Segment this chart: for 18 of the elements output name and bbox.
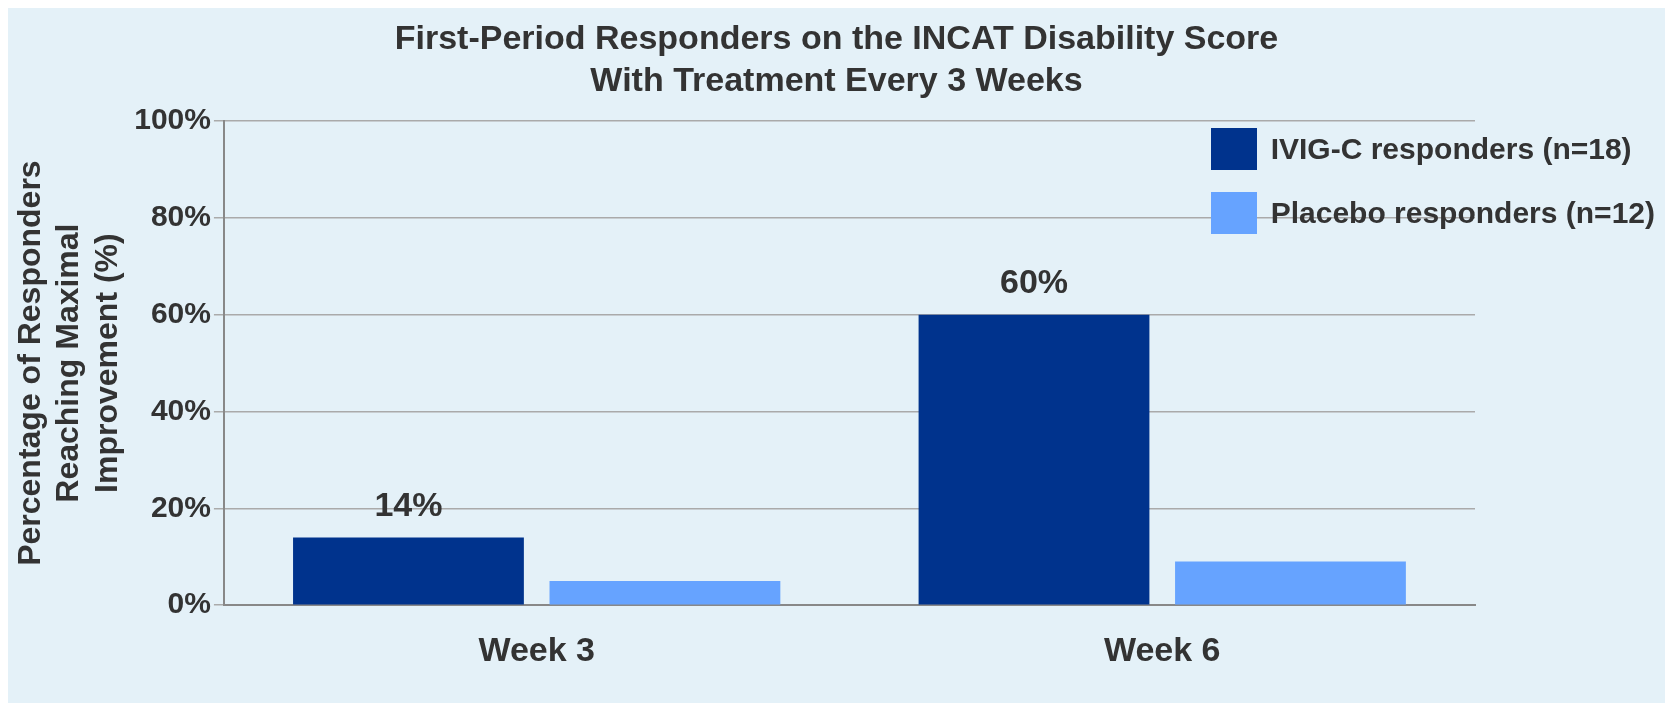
bar <box>1175 561 1406 605</box>
x-tick-label: Week 6 <box>1103 629 1221 668</box>
bar <box>293 537 524 605</box>
y-tick-label: 0% <box>167 586 211 620</box>
y-axis-title: Percentage of Responders Reaching Maximal Improvement (%) <box>11 160 124 566</box>
chart-title: First-Period Responders on the INCAT Disability Score With Treatment Every 3 Weeks <box>393 17 1280 100</box>
data-label: 60% <box>999 262 1069 301</box>
y-tick-label: 20% <box>150 489 211 523</box>
y-tick-label: 80% <box>150 199 211 233</box>
x-tick-label: Week 3 <box>478 629 595 668</box>
legend-label: Placebo responders (n=12) <box>1270 196 1655 230</box>
data-label: 14% <box>374 484 443 523</box>
bar <box>549 580 781 605</box>
legend-label: IVIG-C responders (n=18) <box>1270 132 1632 166</box>
y-tick-label: 40% <box>150 392 211 426</box>
bar <box>918 314 1150 605</box>
y-tick-label: 60% <box>150 295 211 329</box>
y-tick-label: 100% <box>134 102 211 136</box>
